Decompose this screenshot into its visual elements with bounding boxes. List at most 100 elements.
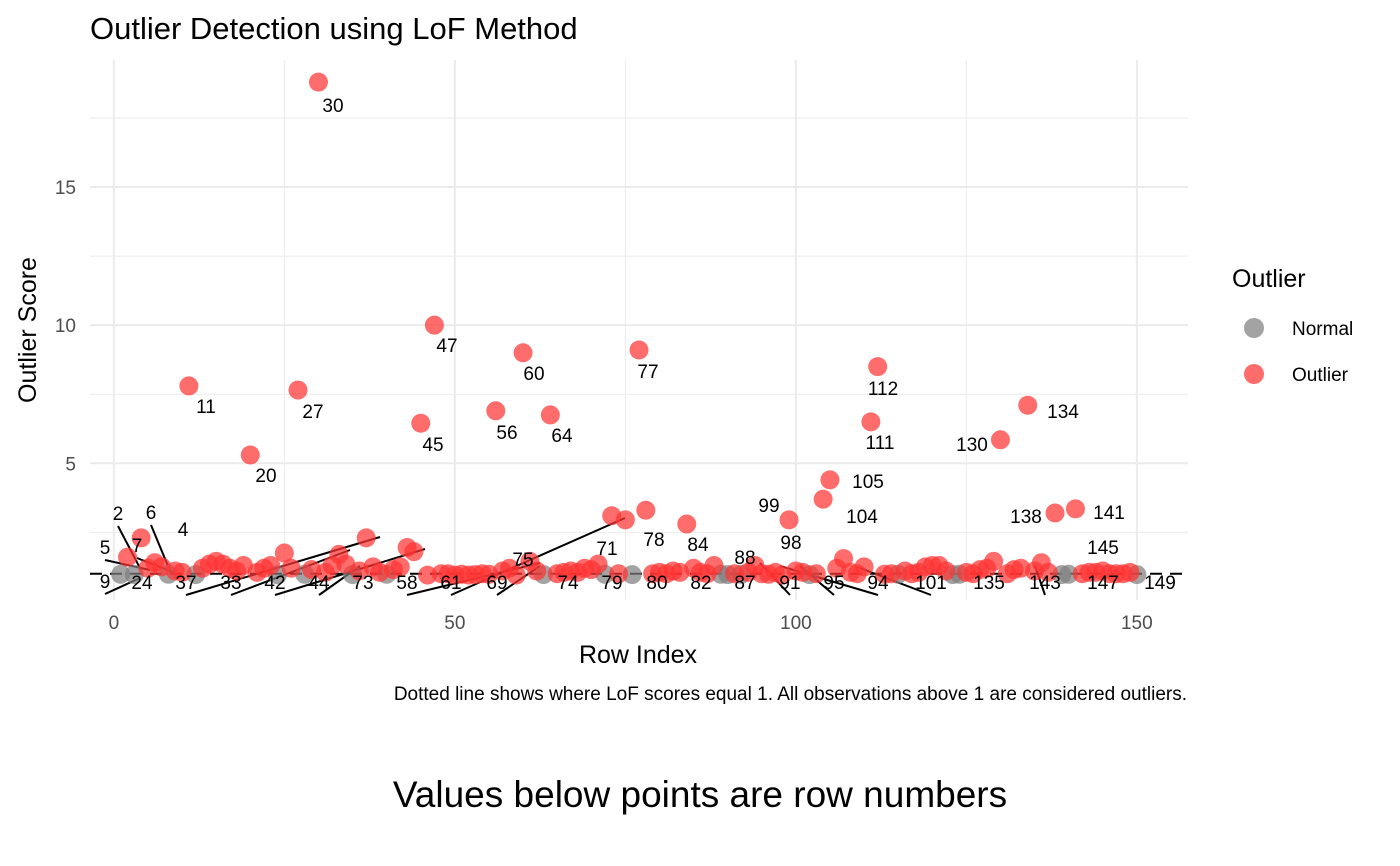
outlier-point (936, 561, 956, 581)
point-label-7: 7 (132, 536, 143, 557)
outlier-point (588, 554, 608, 574)
point-label-42: 42 (264, 573, 285, 594)
point-label-5: 5 (100, 538, 111, 559)
y-axis-title: Outlier Score (14, 257, 42, 403)
point-label-71: 71 (596, 539, 617, 560)
point-label-135: 135 (973, 573, 1005, 594)
outlier-point (131, 528, 151, 548)
point-label-112: 112 (868, 379, 898, 400)
data-points (111, 72, 1147, 585)
outlier-point (506, 565, 526, 585)
y-axis-ticks: 5 10 15 (55, 178, 76, 475)
outlier-point (411, 413, 431, 433)
point-label-149: 149 (1144, 573, 1176, 594)
point-label-9: 9 (100, 572, 111, 593)
outlier-point (513, 343, 533, 363)
legend-key-normal (1244, 318, 1264, 338)
point-label-87: 87 (734, 573, 755, 594)
outlier-point (288, 380, 308, 400)
outlier-point (281, 558, 301, 578)
x-axis-title: Row Index (579, 641, 698, 669)
legend: Outlier Normal Outlier (1232, 265, 1353, 386)
point-label-73: 73 (352, 573, 373, 594)
point-label-11: 11 (196, 397, 216, 418)
point-label-99: 99 (758, 496, 779, 517)
x-tick-label: 100 (780, 613, 812, 634)
point-label-30: 30 (322, 96, 343, 117)
point-label-84: 84 (687, 535, 709, 556)
point-label-78: 78 (643, 530, 664, 551)
outlier-point (615, 510, 635, 530)
outlier-point (724, 564, 744, 584)
point-label-6: 6 (146, 503, 157, 524)
outlier-point (424, 315, 444, 335)
outlier-point (356, 528, 376, 548)
legend-key-outlier (1244, 364, 1264, 384)
y-tick-label: 15 (55, 178, 76, 199)
outlier-point (793, 562, 813, 582)
point-label-134: 134 (1047, 402, 1079, 423)
point-label-61: 61 (440, 573, 461, 594)
x-axis-ticks: 0 50 100 150 (109, 613, 1153, 634)
point-label-58: 58 (396, 573, 417, 594)
outlier-point (1038, 562, 1058, 582)
point-label-80: 80 (646, 573, 667, 594)
outlier-point (868, 357, 888, 377)
y-tick-label: 10 (55, 316, 76, 337)
x-tick-label: 150 (1121, 613, 1153, 634)
point-label-45: 45 (422, 435, 443, 456)
outlier-point (806, 564, 826, 584)
outlier-point (261, 555, 281, 575)
outlier-point (609, 564, 629, 584)
point-label-145: 145 (1087, 538, 1119, 559)
point-label-69: 69 (486, 573, 507, 594)
legend-label-outlier: Outlier (1292, 365, 1349, 386)
point-label-44: 44 (308, 573, 330, 594)
outlier-point (820, 470, 840, 490)
outlier-point (1065, 499, 1085, 519)
outlier-point (854, 557, 874, 577)
normal-point (111, 564, 131, 584)
outlier-point (308, 72, 328, 92)
outlier-point (418, 565, 438, 585)
chart-title: Outlier Detection using LoF Method (90, 11, 578, 46)
point-label-79: 79 (601, 573, 622, 594)
point-label-82: 82 (690, 573, 711, 594)
outlier-point (486, 401, 506, 421)
outlier-point (172, 562, 192, 582)
legend-label-normal: Normal (1292, 319, 1353, 340)
point-label-47: 47 (436, 336, 457, 357)
outlier-point (404, 542, 424, 562)
point-label-91: 91 (779, 573, 800, 594)
outlier-point (677, 514, 697, 534)
outlier-point (629, 340, 649, 360)
outlier-point (636, 500, 656, 520)
normal-point (1059, 564, 1079, 584)
bottom-note: Values below points are row numbers (393, 774, 1007, 815)
point-label-111: 111 (866, 433, 895, 454)
point-label-27: 27 (302, 402, 323, 423)
point-label-56: 56 (496, 423, 517, 444)
outlier-point (274, 543, 294, 563)
x-tick-label: 0 (109, 613, 120, 634)
outlier-point (527, 561, 547, 581)
outlier-point (118, 547, 138, 567)
point-label-75: 75 (512, 550, 533, 571)
normal-point (622, 565, 642, 585)
point-label-105: 105 (852, 472, 884, 493)
outlier-point (990, 430, 1010, 450)
x-tick-label: 50 (444, 613, 465, 634)
point-label-94: 94 (867, 573, 889, 594)
outlier-point (1120, 562, 1140, 582)
point-label-64: 64 (551, 426, 573, 447)
outlier-point (390, 557, 410, 577)
outlier-point (984, 551, 1004, 571)
point-label-101: 101 (915, 573, 947, 594)
outlier-point (138, 558, 158, 578)
outlier-point (813, 489, 833, 509)
point-label-143: 143 (1029, 573, 1061, 594)
outlier-point (704, 555, 724, 575)
